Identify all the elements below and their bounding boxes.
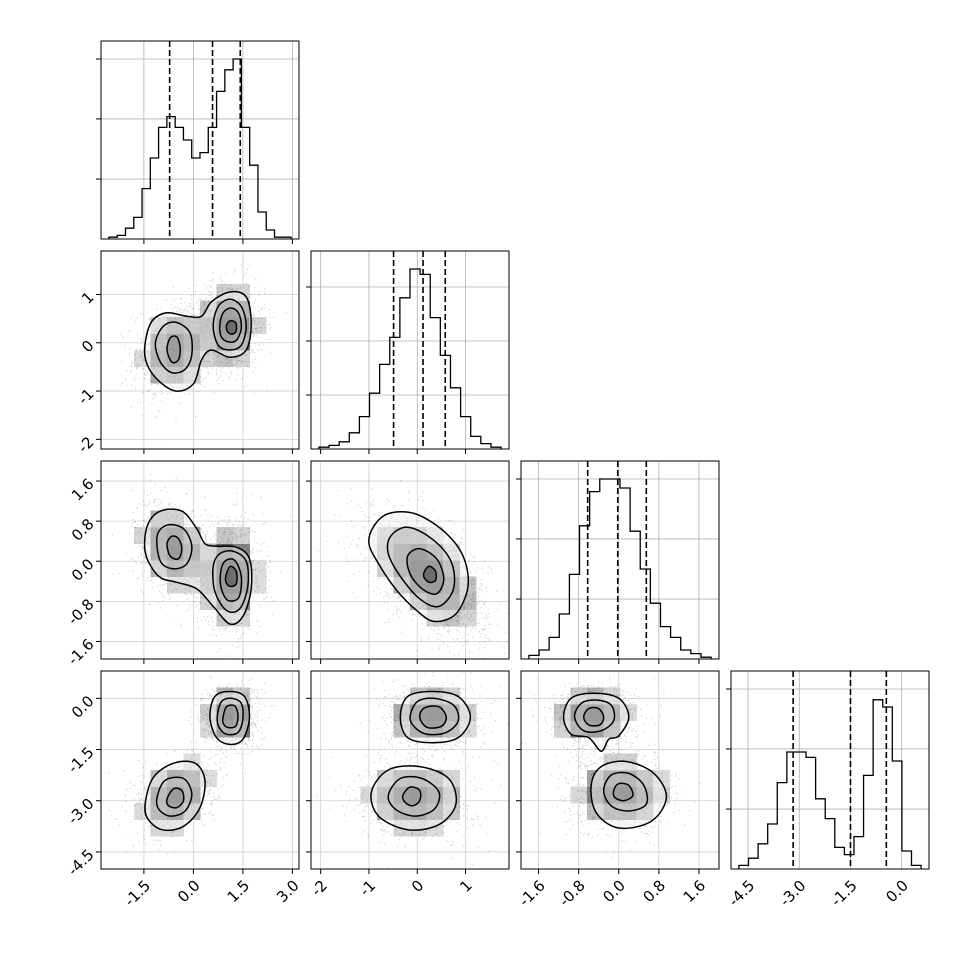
joint-panel-3-0 bbox=[96, 670, 300, 874]
y-tick-label: -2 bbox=[74, 433, 97, 456]
x-tick-label: 0.0 bbox=[174, 877, 204, 907]
contour-level-2 bbox=[409, 697, 460, 736]
contour-level-2 bbox=[386, 526, 456, 608]
contour-level-4 bbox=[422, 565, 438, 584]
x-tick-label: -2 bbox=[308, 877, 331, 900]
density-cell bbox=[233, 527, 250, 544]
joint-plot-area bbox=[101, 461, 299, 659]
contour-level-1 bbox=[368, 510, 470, 623]
x-tick-label: 0.0 bbox=[882, 877, 912, 907]
x-tick-label: 1.6 bbox=[680, 877, 710, 907]
contour-level-1 bbox=[143, 290, 252, 392]
contour-level-2 bbox=[573, 699, 616, 733]
joint-panel-3-2 bbox=[516, 670, 720, 874]
x-tick-label: -3.0 bbox=[776, 877, 809, 910]
density-cell bbox=[570, 786, 588, 804]
contour-level-2 bbox=[387, 775, 441, 817]
panel-frame bbox=[310, 460, 510, 660]
x-tick-label: -1.6 bbox=[515, 877, 548, 910]
panel-frame bbox=[310, 670, 510, 870]
panel-frame bbox=[100, 460, 300, 660]
y-tick-label: -1.6 bbox=[64, 635, 97, 668]
y-tick-label: -3.0 bbox=[64, 795, 97, 828]
histogram-panel-2 bbox=[516, 460, 720, 664]
panel-frame bbox=[100, 670, 300, 870]
joint-plot-area bbox=[521, 671, 719, 869]
contour-level-3 bbox=[221, 704, 239, 729]
contour-level-3 bbox=[218, 307, 243, 343]
x-tick-label: 0 bbox=[408, 877, 427, 896]
y-tick-label: -4.5 bbox=[64, 846, 97, 879]
contour-level-3 bbox=[612, 782, 634, 802]
contour-level-1 bbox=[370, 765, 458, 831]
joint-panel-1-0 bbox=[96, 250, 300, 454]
x-tick-label: 1.5 bbox=[224, 877, 254, 907]
histogram-panel-0 bbox=[96, 40, 300, 244]
x-tick-label: -0.8 bbox=[555, 877, 588, 910]
contour-level-1 bbox=[144, 760, 206, 832]
y-tick-label: -0.8 bbox=[64, 595, 97, 628]
panel-frame bbox=[310, 250, 510, 450]
contour-level-2 bbox=[154, 321, 194, 374]
histogram-panel-3 bbox=[726, 670, 930, 870]
y-tick-label: 0 bbox=[78, 337, 97, 356]
contour-level-2 bbox=[602, 771, 649, 812]
y-tick-label: -1 bbox=[74, 385, 97, 408]
density-cell bbox=[216, 527, 234, 544]
histogram-steps bbox=[738, 699, 922, 869]
histogram-panel-1 bbox=[306, 250, 510, 454]
x-tick-label: -1 bbox=[356, 877, 379, 900]
panel-frame bbox=[100, 40, 300, 240]
histogram-steps bbox=[318, 268, 502, 449]
joint-panel-3-1 bbox=[306, 670, 510, 874]
x-tick-label: -4.5 bbox=[725, 877, 758, 910]
contour-level-4 bbox=[225, 320, 238, 335]
x-tick-label: -1.5 bbox=[121, 877, 154, 910]
x-tick-label: 1 bbox=[456, 877, 475, 896]
panel-frame bbox=[520, 460, 720, 660]
contour-level-3 bbox=[406, 547, 445, 595]
x-tick-label: 0.0 bbox=[599, 877, 629, 907]
contour-level-3 bbox=[418, 705, 447, 729]
panel-frame bbox=[100, 250, 300, 450]
x-tick-label: 3.0 bbox=[273, 877, 303, 907]
contour-level-3 bbox=[582, 706, 605, 727]
panel-frame bbox=[520, 670, 720, 870]
y-tick-label: 1 bbox=[78, 288, 97, 307]
joint-plot-area bbox=[311, 671, 509, 869]
contour-level-3 bbox=[166, 535, 183, 560]
y-tick-label: 0.8 bbox=[68, 515, 98, 545]
contour-level-1 bbox=[590, 760, 668, 830]
joint-panel-2-1 bbox=[306, 460, 510, 664]
y-tick-label: 1.6 bbox=[68, 475, 98, 505]
panel-frame bbox=[730, 670, 930, 870]
x-tick-label: 0.8 bbox=[640, 877, 670, 907]
contour-level-3 bbox=[165, 787, 185, 809]
joint-panel-2-0 bbox=[96, 460, 300, 664]
y-tick-label: 0.0 bbox=[68, 692, 98, 722]
joint-plot-area bbox=[311, 461, 509, 659]
contour-level-2 bbox=[155, 776, 193, 817]
histogram-steps bbox=[108, 58, 292, 239]
contour-level-1 bbox=[143, 508, 253, 626]
scatter-points bbox=[316, 671, 509, 869]
contour-level-3 bbox=[166, 335, 182, 364]
density-cell bbox=[249, 576, 267, 594]
contour-level-3 bbox=[401, 786, 422, 807]
histogram-steps bbox=[528, 478, 712, 659]
contour-level-2 bbox=[156, 523, 193, 570]
y-tick-label: 0.0 bbox=[68, 555, 98, 585]
density-cell bbox=[459, 609, 477, 627]
x-tick-label: -1.5 bbox=[827, 877, 860, 910]
density-cell bbox=[249, 560, 267, 577]
joint-plot-area bbox=[101, 671, 299, 869]
density-cell bbox=[249, 317, 267, 334]
y-tick-label: -1.5 bbox=[64, 743, 97, 776]
joint-plot-area bbox=[101, 251, 299, 449]
contour-level-4 bbox=[224, 565, 238, 588]
